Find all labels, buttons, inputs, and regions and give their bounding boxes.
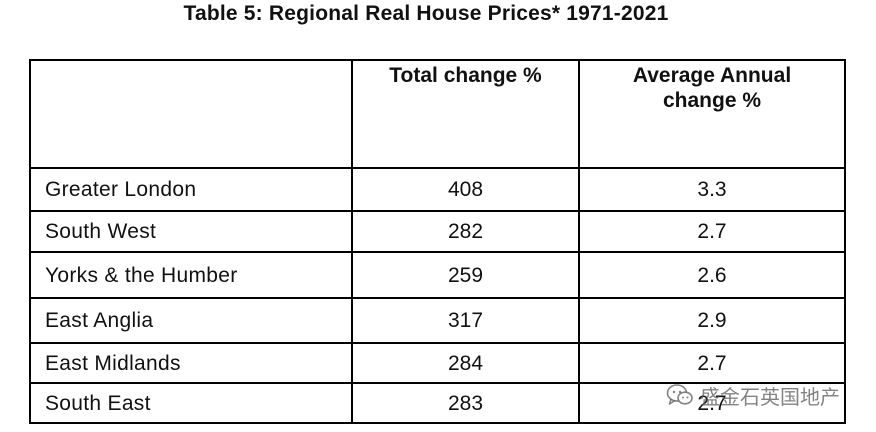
house-prices-table: Total change % Average Annual change % G…: [29, 59, 846, 424]
table-header-row: Total change % Average Annual change %: [29, 59, 846, 169]
total-change-cell: 282: [351, 210, 580, 253]
total-change-cell: 284: [351, 342, 580, 384]
region-cell: East Midlands: [29, 342, 353, 384]
wechat-logo-icon: [666, 384, 693, 405]
table-row: Greater London 408 3.3: [29, 167, 846, 212]
table-row: South East 283 2.7: [29, 382, 846, 424]
total-change-cell: 259: [351, 251, 580, 299]
annual-change-cell: 2.7: [578, 210, 846, 253]
header-region: [29, 59, 353, 169]
watermark: 盛金石英国地产: [666, 380, 840, 410]
watermark-text: 盛金石英国地产: [700, 386, 840, 409]
region-cell: East Anglia: [29, 297, 353, 344]
annual-change-cell: 2.9: [578, 297, 846, 344]
region-cell: South East: [29, 382, 353, 424]
annual-change-cell: 2.6: [578, 251, 846, 299]
annual-change-cell: 2.7: [578, 342, 846, 384]
region-cell: South West: [29, 210, 353, 253]
region-cell: Greater London: [29, 167, 353, 212]
table-title: Table 5: Regional Real House Prices* 197…: [183, 2, 669, 25]
header-average-annual-change: Average Annual change %: [578, 59, 846, 169]
table-row: South West 282 2.7: [29, 210, 846, 253]
table-row: East Anglia 317 2.9: [29, 297, 846, 344]
header-total-change: Total change %: [351, 59, 580, 169]
annual-change-cell: 2.7: [578, 382, 846, 424]
region-cell: Yorks & the Humber: [29, 251, 353, 299]
total-change-cell: 317: [351, 297, 580, 344]
table-row: East Midlands 284 2.7: [29, 342, 846, 384]
table-row: Yorks & the Humber 259 2.6: [29, 251, 846, 299]
total-change-cell: 408: [351, 167, 580, 212]
annual-change-cell: 3.3: [578, 167, 846, 212]
total-change-cell: 283: [351, 382, 580, 424]
